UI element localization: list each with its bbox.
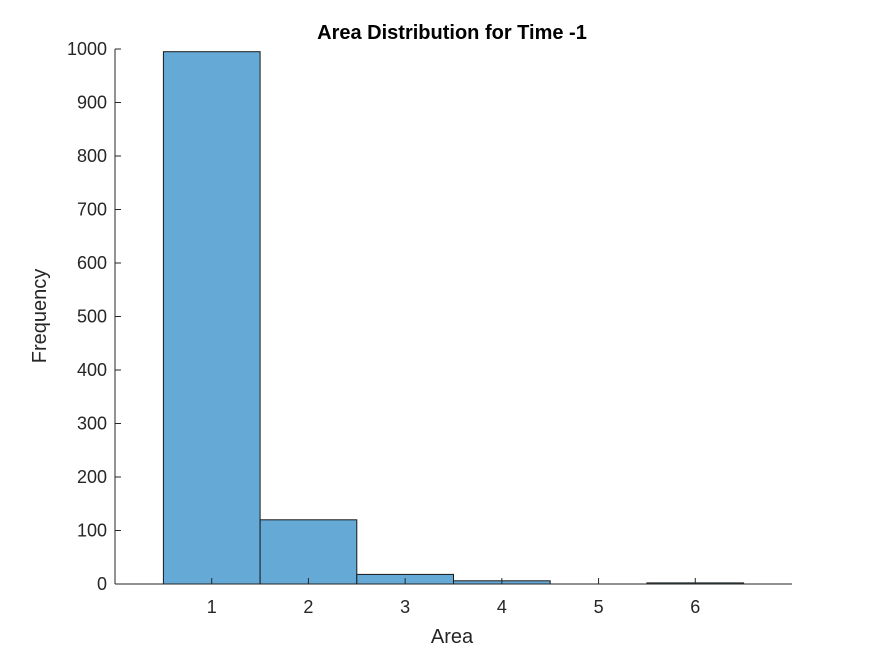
y-tick-label: 100 (77, 521, 107, 541)
y-tick-label: 0 (97, 574, 107, 594)
bars-group (162, 51, 745, 585)
y-ticks-group: 0 100 200 300 400 500 600 700 800 900 1000 (67, 39, 121, 594)
bar-area-1 (162, 51, 261, 585)
y-tick-label: 300 (77, 414, 107, 434)
y-tick-label: 200 (77, 467, 107, 487)
y-tick-label: 700 (77, 200, 107, 220)
bar-area-2 (259, 519, 358, 585)
x-tick-label: 5 (594, 597, 604, 617)
y-tick-label: 500 (77, 307, 107, 327)
x-tick-label: 1 (207, 597, 217, 617)
x-tick-label: 6 (690, 597, 700, 617)
x-ticks-group: 1 2 3 4 5 6 (207, 578, 700, 617)
y-axis-label: Frequency (29, 269, 51, 364)
x-axis-label: Area (431, 626, 474, 648)
y-tick-label: 1000 (67, 39, 107, 59)
y-tick-label: 600 (77, 253, 107, 273)
y-tick-label: 900 (77, 93, 107, 113)
y-tick-label: 400 (77, 360, 107, 380)
chart-title: Area Distribution for Time -1 (317, 22, 587, 44)
y-tick-label: 800 (77, 146, 107, 166)
x-tick-label: 3 (400, 597, 410, 617)
x-tick-label: 2 (303, 597, 313, 617)
x-tick-label: 4 (497, 597, 507, 617)
